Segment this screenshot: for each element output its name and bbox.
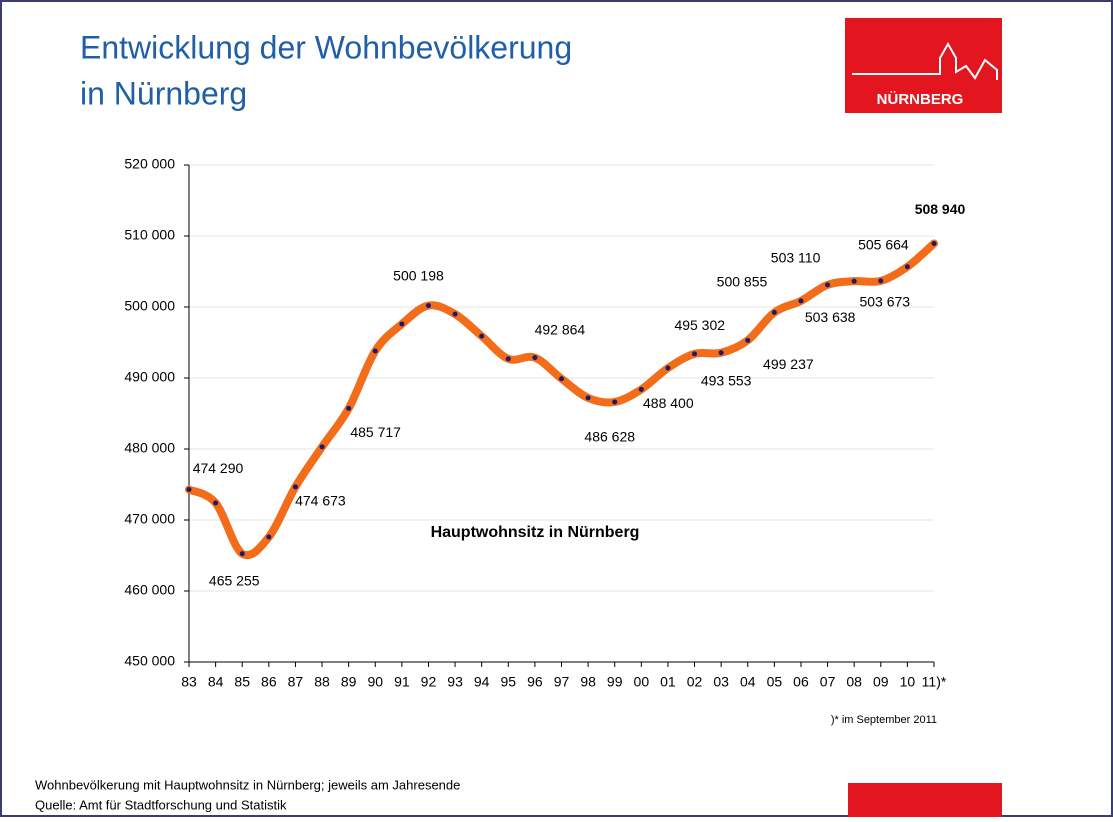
y-tick-label: 490 000: [124, 369, 175, 385]
point: [186, 487, 192, 493]
data-label: 495 302: [674, 317, 725, 333]
point: [718, 350, 724, 356]
x-tick-label: 88: [314, 674, 330, 690]
data-label: 485 717: [350, 424, 401, 440]
logo-text: NÜRNBERG: [877, 91, 964, 108]
x-tick-label: 90: [367, 674, 383, 690]
point: [559, 376, 564, 382]
data-label: 486 628: [584, 429, 635, 445]
y-tick-label: 520 000: [124, 156, 175, 172]
point: [266, 534, 272, 540]
x-tick-label: 89: [341, 674, 357, 690]
point: [399, 321, 405, 327]
x-tick-label: 00: [634, 674, 650, 690]
data-label: 488 400: [643, 395, 694, 411]
point: [372, 348, 378, 354]
note: Quelle: Amt für Stadtforschung und Stati…: [35, 797, 287, 812]
annotation: Hauptwohnsitz in Nürnberg: [431, 524, 640, 541]
x-tick-label: 02: [687, 674, 703, 690]
point: [745, 337, 751, 343]
point: [585, 395, 591, 401]
x-tick-label: 08: [846, 674, 862, 690]
x-tick-label: 11)*: [922, 674, 947, 690]
point: [798, 298, 804, 304]
y-tick-label: 460 000: [124, 582, 175, 598]
x-tick-label: 99: [607, 674, 623, 690]
data-label: 474 290: [193, 460, 244, 476]
x-tick-label: 84: [208, 674, 224, 690]
x-tick-label: 07: [820, 674, 836, 690]
x-tick-label: 97: [554, 674, 570, 690]
data-label: 508 940: [915, 201, 966, 217]
x-tick-label: 04: [740, 674, 756, 690]
x-tick-label: 94: [474, 674, 490, 690]
data-label: 493 553: [701, 372, 752, 388]
point: [771, 309, 777, 315]
x-tick-label: 85: [234, 674, 250, 690]
data-label: 474 673: [295, 493, 346, 509]
data-label: 503 673: [859, 294, 910, 310]
point: [452, 311, 458, 317]
x-tick-label: 95: [500, 674, 516, 690]
data-label: 505 664: [858, 236, 909, 252]
logo-skyline: [852, 41, 998, 80]
x-tick-label: 91: [394, 674, 410, 690]
x-tick-label: 92: [421, 674, 437, 690]
data-label: 503 638: [805, 309, 856, 325]
point: [425, 303, 431, 309]
footer-box: [848, 783, 1002, 817]
point: [665, 365, 671, 371]
x-tick-label: 03: [713, 674, 729, 690]
title: Entwicklung der Wohnbevölkerung: [80, 29, 572, 65]
x-tick-label: 87: [288, 674, 304, 690]
data-label: 500 198: [393, 267, 444, 283]
data-label: 500 855: [717, 274, 768, 290]
subtitle: in Nürnberg: [80, 75, 247, 111]
y-tick-label: 470 000: [124, 511, 175, 527]
point: [213, 500, 219, 506]
point: [851, 278, 857, 284]
data-label: 499 237: [763, 356, 814, 372]
point: [692, 351, 698, 357]
x-tick-label: 96: [527, 674, 543, 690]
footnote: )* im September 2011: [831, 714, 937, 726]
point: [346, 405, 352, 411]
point: [505, 356, 511, 362]
point: [532, 355, 538, 361]
point: [638, 386, 644, 392]
point: [319, 444, 325, 450]
x-tick-label: 09: [873, 674, 889, 690]
point: [239, 551, 245, 557]
point: [878, 278, 884, 284]
x-tick-label: 06: [793, 674, 809, 690]
x-tick-label: 01: [660, 674, 676, 690]
note: Wohnbevölkerung mit Hauptwohnsitz in Nür…: [35, 777, 460, 792]
x-tick-label: 83: [181, 674, 197, 690]
y-tick-label: 510 000: [124, 227, 175, 243]
point: [904, 264, 910, 270]
point: [825, 282, 831, 288]
data-label: 492 864: [535, 321, 586, 337]
x-tick-label: 10: [900, 674, 916, 690]
x-tick-label: 93: [447, 674, 463, 690]
y-tick-label: 500 000: [124, 298, 175, 314]
data-label: 465 255: [209, 572, 260, 588]
x-tick-label: 86: [261, 674, 277, 690]
y-tick-label: 480 000: [124, 440, 175, 456]
data-label: 503 110: [771, 250, 821, 266]
point: [931, 241, 937, 247]
point: [292, 484, 298, 490]
point: [479, 333, 485, 339]
logo: NÜRNBERG: [845, 18, 1002, 113]
x-tick-label: 98: [580, 674, 596, 690]
logo-box: [845, 18, 1002, 113]
x-tick-label: 05: [767, 674, 783, 690]
y-tick-label: 450 000: [124, 653, 175, 669]
point: [612, 399, 618, 405]
